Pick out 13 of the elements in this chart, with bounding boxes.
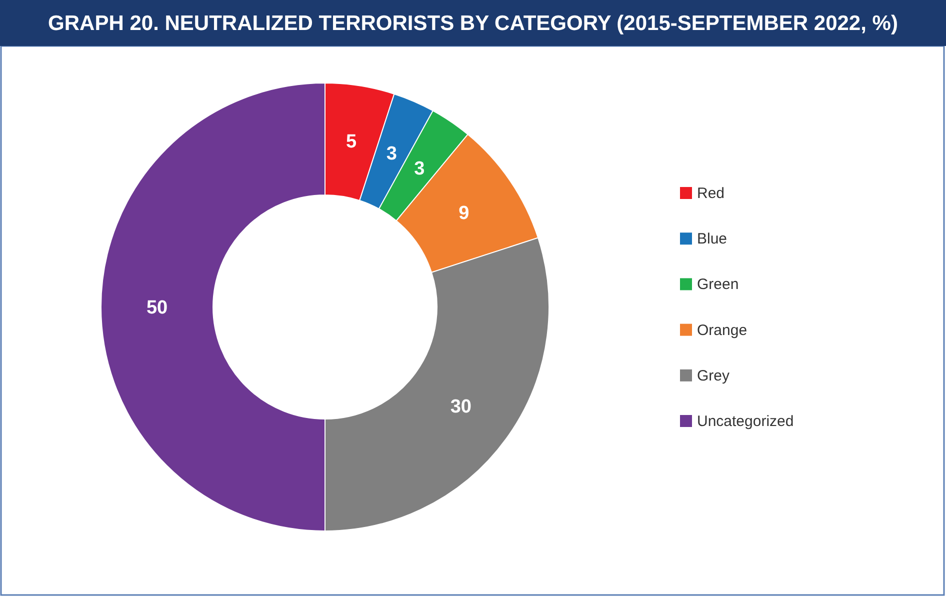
legend-label: Blue — [697, 230, 728, 248]
data-label: 50 — [146, 298, 168, 319]
data-label: 3 — [414, 158, 425, 180]
legend-label: Orange — [697, 322, 748, 339]
chart-title: GRAPH 20. NEUTRALIZED TERRORISTS BY CATEGORY (2015-SEPTEMBER 2022, %) — [48, 12, 898, 35]
data-label: 9 — [458, 203, 470, 224]
legend-label: Red — [697, 185, 725, 202]
data-label: 3 — [386, 143, 398, 164]
data-label: 5 — [346, 132, 357, 153]
legend-label: Green — [697, 276, 739, 294]
legend-label: Uncategorized — [697, 413, 794, 430]
data-label: 30 — [450, 396, 472, 418]
legend-label: Grey — [697, 367, 730, 384]
